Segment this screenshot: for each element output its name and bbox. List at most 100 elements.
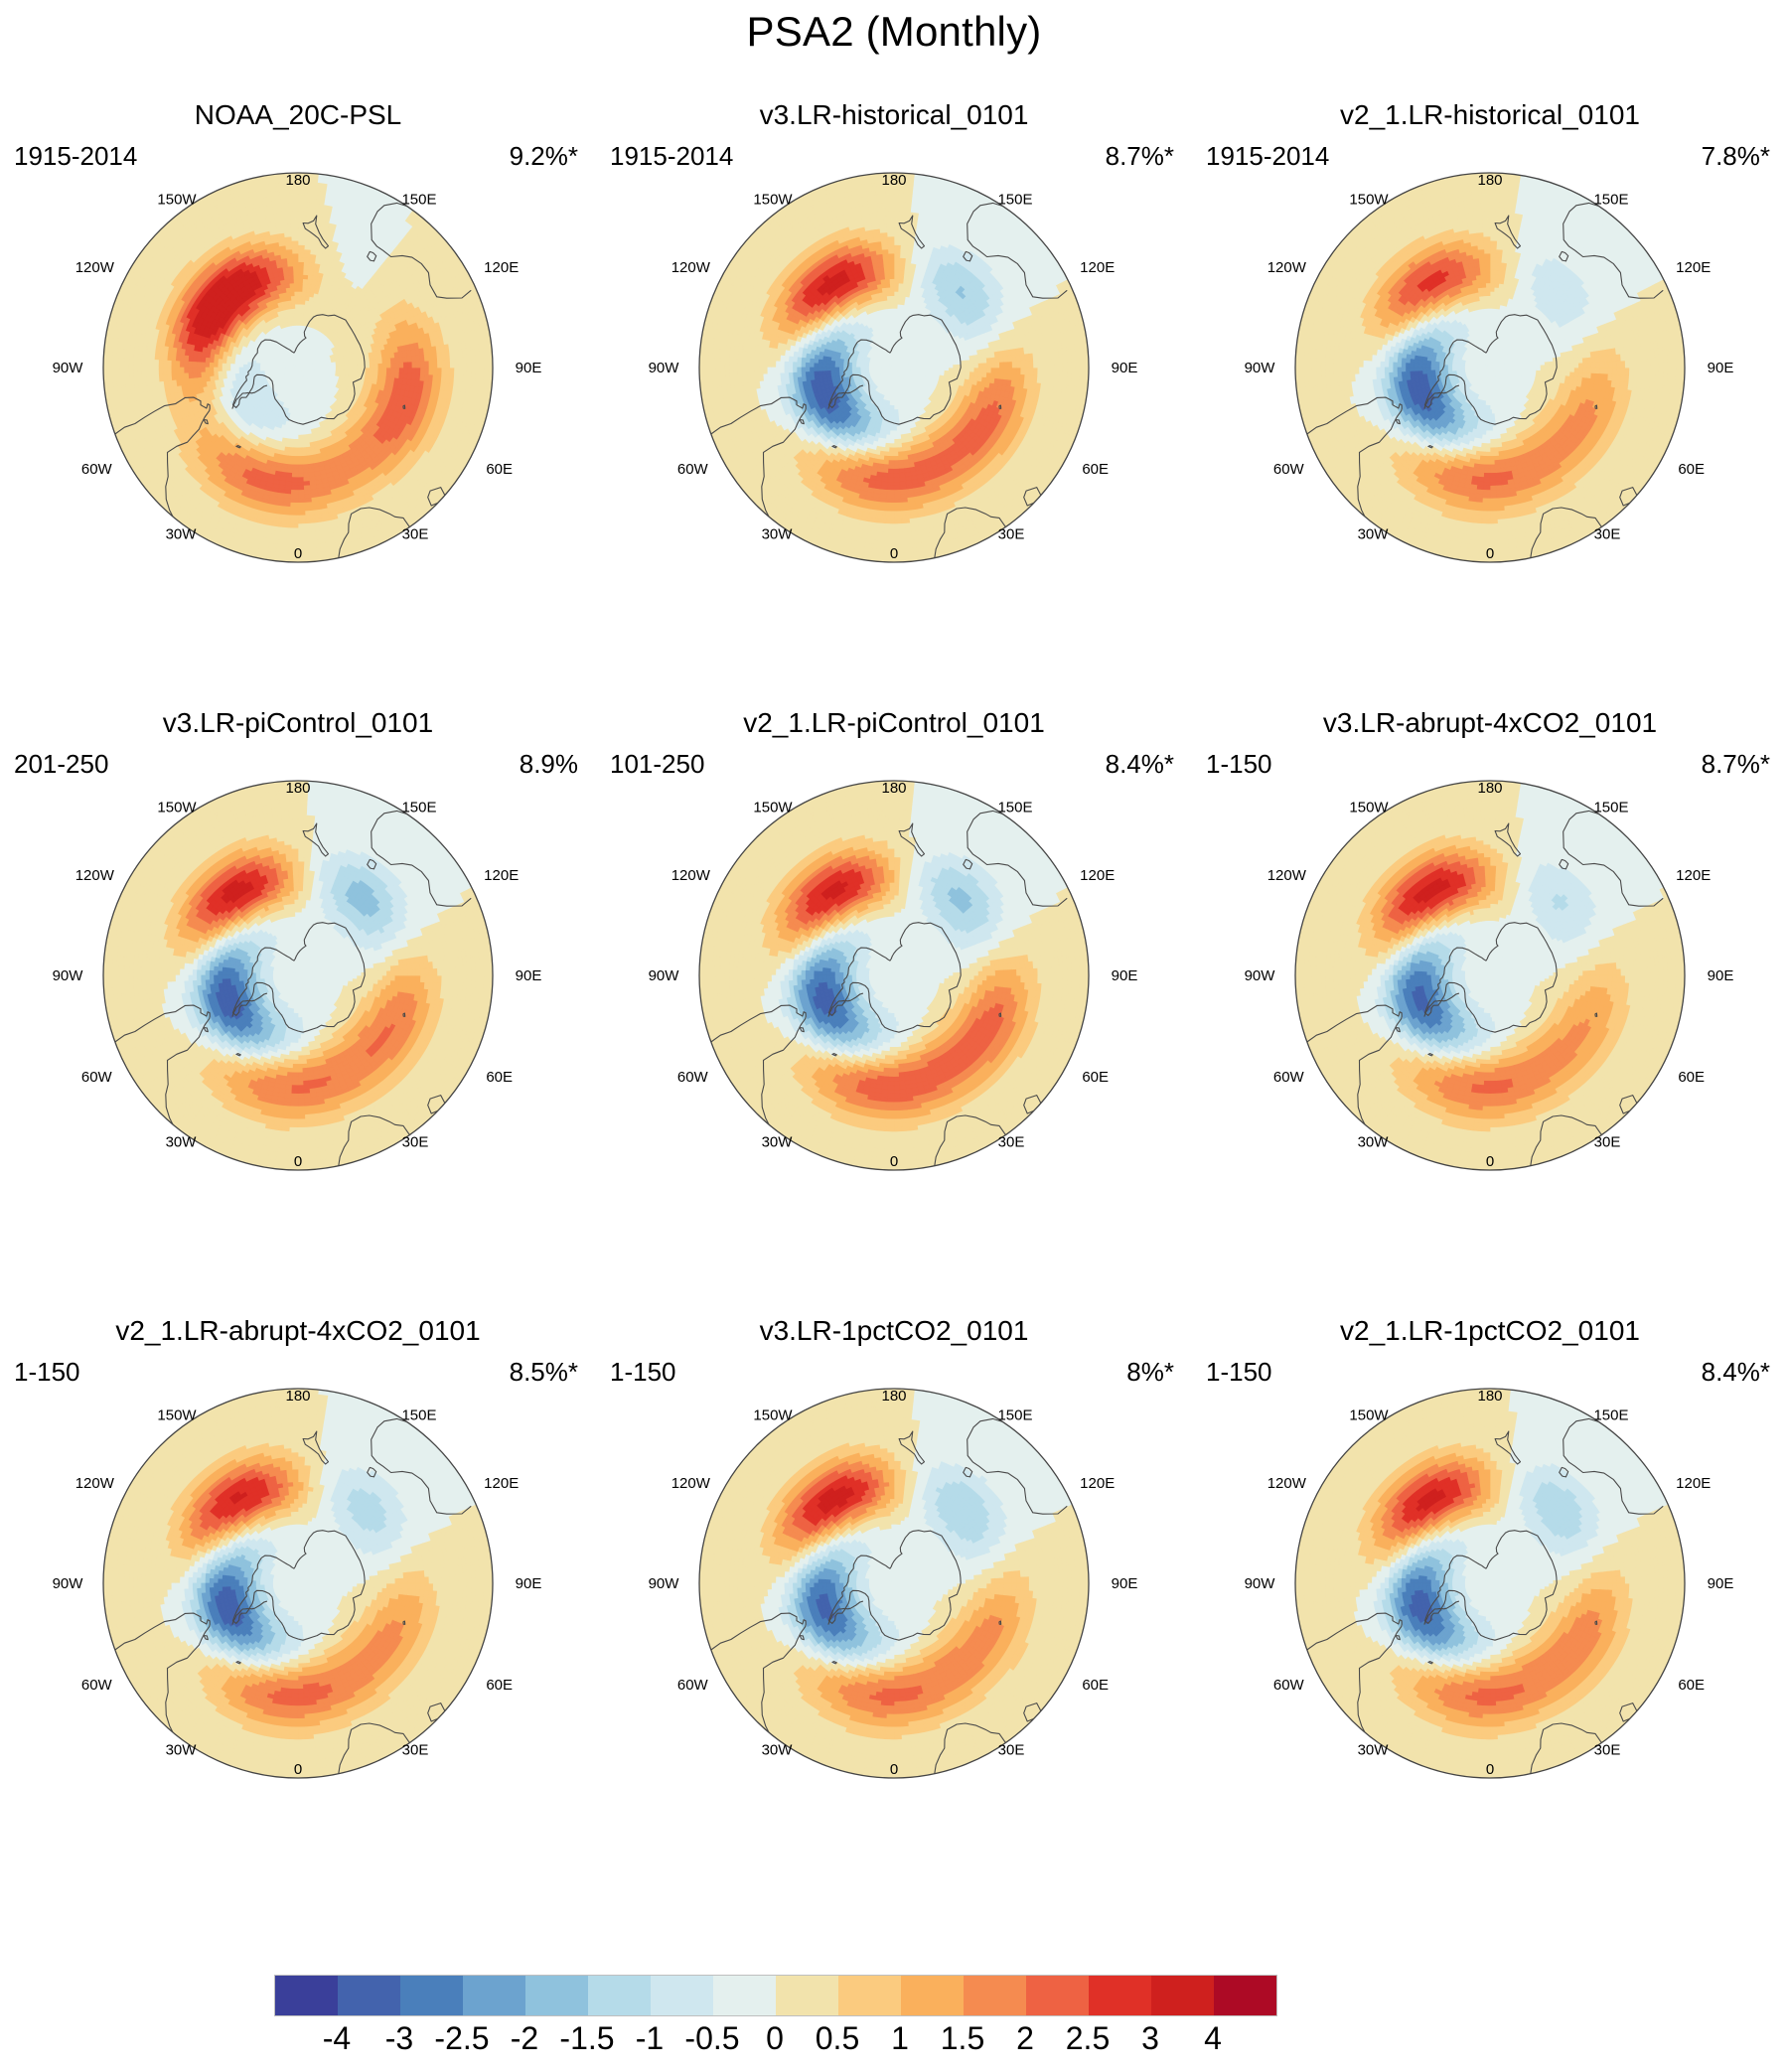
- panel-title: v2_1.LR-abrupt-4xCO2_0101: [0, 1315, 596, 1347]
- lon-label-30w: 30W: [1358, 526, 1390, 543]
- colorbar-cell-7: [713, 1976, 776, 2015]
- lon-label-90e: 90E: [516, 360, 542, 376]
- map-boundary: [698, 1388, 1090, 1779]
- colorbar-tick-7: 0: [766, 2020, 784, 2057]
- polar-map: 0 30E 60E 90E 120E 150E 180 150W 120W 90W 60W 30W: [53, 1363, 541, 1810]
- colorbar-cell-11: [964, 1976, 1026, 2015]
- lon-label-90w: 90W: [649, 360, 680, 376]
- lon-label-120w: 120W: [671, 259, 711, 276]
- lon-label-120e: 120E: [1080, 1475, 1115, 1492]
- lon-label-0: 0: [294, 1761, 302, 1778]
- polar-map: 0 30E 60E 90E 120E 150E 180 150W 120W 90W 60W 30W: [53, 147, 541, 594]
- colorbar-cell-14: [1151, 1976, 1214, 2015]
- panel-title: v3.LR-historical_0101: [596, 99, 1192, 131]
- lon-label-90e: 90E: [1112, 360, 1138, 376]
- panel-3: v2_1.LR-historical_0101 1915-2014 7.8%* 0 30…: [1192, 99, 1788, 705]
- lon-label-0: 0: [1486, 545, 1494, 562]
- panel-period-label: 1-150: [1206, 1357, 1272, 1388]
- contour-fill: [1295, 173, 1685, 562]
- contour-fill: [1295, 781, 1685, 1170]
- lon-label-60w: 60W: [1273, 1069, 1305, 1086]
- lon-label-180: 180: [1477, 1388, 1502, 1405]
- lon-label-180: 180: [1477, 780, 1502, 797]
- lon-label-90w: 90W: [1245, 967, 1276, 984]
- polar-map: 0 30E 60E 90E 120E 150E 180 150W 120W 90W 60W 30W: [53, 755, 541, 1202]
- lon-label-120e: 120E: [484, 867, 519, 884]
- lon-label-60w: 60W: [81, 1069, 113, 1086]
- figure-title: PSA2 (Monthly): [0, 8, 1788, 56]
- lon-label-180: 180: [285, 780, 310, 797]
- lon-label-120w: 120W: [1267, 259, 1307, 276]
- panel-title: v2_1.LR-historical_0101: [1192, 99, 1788, 131]
- lon-label-0: 0: [1486, 1153, 1494, 1170]
- lon-label-180: 180: [1477, 172, 1502, 189]
- lon-label-0: 0: [1486, 1761, 1494, 1778]
- colorbar-cell-13: [1089, 1976, 1151, 2015]
- lon-label-60w: 60W: [1273, 461, 1305, 478]
- panel-variance-label: 8.4%*: [1702, 1357, 1770, 1388]
- map-boundary: [698, 780, 1090, 1171]
- lon-label-150w: 150W: [157, 1406, 197, 1423]
- lon-label-0: 0: [294, 1153, 302, 1170]
- coastlines: [1306, 810, 1664, 1167]
- polar-map: 0 30E 60E 90E 120E 150E 180 150W 120W 90W 60W 30W: [1245, 755, 1733, 1202]
- panel-period-label: 1-150: [1206, 749, 1272, 780]
- lon-label-60e: 60E: [1678, 1069, 1705, 1086]
- lon-label-150w: 150W: [753, 191, 793, 208]
- panel-variance-label: 9.2%*: [510, 141, 578, 172]
- lon-label-90w: 90W: [53, 1575, 84, 1592]
- colorbar-tick-2: -2.5: [434, 2020, 489, 2057]
- panel-7: v2_1.LR-abrupt-4xCO2_0101 1-150 8.5%* 0 30E 6…: [0, 1315, 596, 1921]
- colorbar-tick-12: 2.5: [1066, 2020, 1110, 2057]
- colorbar-cell-5: [588, 1976, 651, 2015]
- lon-label-0: 0: [294, 545, 302, 562]
- lon-label-90w: 90W: [53, 360, 84, 376]
- lon-label-60e: 60E: [1678, 1677, 1705, 1694]
- lon-label-120e: 120E: [1676, 1475, 1711, 1492]
- coastlines: [1306, 1417, 1664, 1775]
- colorbar-tick-8: 0.5: [816, 2020, 859, 2057]
- panel-grid: NOAA_20C-PSL 1915-2014 9.2%* 0 30E 60E 90E 120E…: [0, 99, 1788, 1907]
- lon-label-150e: 150E: [1593, 1406, 1628, 1423]
- lon-label-60w: 60W: [677, 1069, 709, 1086]
- colorbar-swatches: [274, 1975, 1277, 2016]
- colorbar-cell-9: [838, 1976, 901, 2015]
- lon-label-120e: 120E: [484, 259, 519, 276]
- colorbar-tick-5: -1: [636, 2020, 664, 2057]
- map-boundary: [698, 172, 1090, 563]
- panel-title: v3.LR-piControl_0101: [0, 707, 596, 739]
- lon-label-60e: 60E: [1678, 461, 1705, 478]
- lon-label-150e: 150E: [401, 191, 436, 208]
- polar-map: 0 30E 60E 90E 120E 150E 180 150W 120W 90W 60W 30W: [649, 1363, 1137, 1810]
- coastlines: [114, 810, 472, 1167]
- panel-4: v3.LR-piControl_0101 201-250 8.9% 0 30E 60E 90…: [0, 707, 596, 1313]
- lon-label-0: 0: [890, 1761, 898, 1778]
- lon-label-120e: 120E: [1676, 867, 1711, 884]
- lon-label-30e: 30E: [1594, 1134, 1621, 1151]
- colorbar-tick-13: 3: [1141, 2020, 1159, 2057]
- lon-label-120w: 120W: [1267, 1475, 1307, 1492]
- coastlines: [710, 1417, 1068, 1775]
- colorbar-tick-11: 2: [1016, 2020, 1034, 2057]
- panel-period-label: 1915-2014: [610, 141, 733, 172]
- colorbar: -4 -3 -2.5 -2 -1.5 -1 -0.5 0 0.5 1 1.5 2 2.5 3 4: [0, 1947, 1788, 2072]
- lon-label-150w: 150W: [157, 191, 197, 208]
- map-boundary: [1294, 780, 1686, 1171]
- panel-title: v3.LR-abrupt-4xCO2_0101: [1192, 707, 1788, 739]
- lon-label-180: 180: [285, 1388, 310, 1405]
- lon-label-30w: 30W: [166, 526, 198, 543]
- colorbar-cell-15: [1214, 1976, 1276, 2015]
- lon-label-60e: 60E: [1082, 1677, 1109, 1694]
- lon-label-120w: 120W: [1267, 867, 1307, 884]
- panel-title: NOAA_20C-PSL: [0, 99, 596, 131]
- lon-label-180: 180: [285, 172, 310, 189]
- lon-label-30e: 30E: [402, 526, 429, 543]
- colorbar-cell-10: [901, 1976, 964, 2015]
- panel-period-label: 1-150: [610, 1357, 676, 1388]
- lon-label-180: 180: [881, 172, 906, 189]
- lon-label-90e: 90E: [516, 967, 542, 984]
- lon-label-60w: 60W: [677, 1677, 709, 1694]
- lon-label-120w: 120W: [75, 1475, 115, 1492]
- panel-2: v3.LR-historical_0101 1915-2014 8.7%* 0 30E 6…: [596, 99, 1192, 705]
- lon-label-150e: 150E: [997, 799, 1032, 815]
